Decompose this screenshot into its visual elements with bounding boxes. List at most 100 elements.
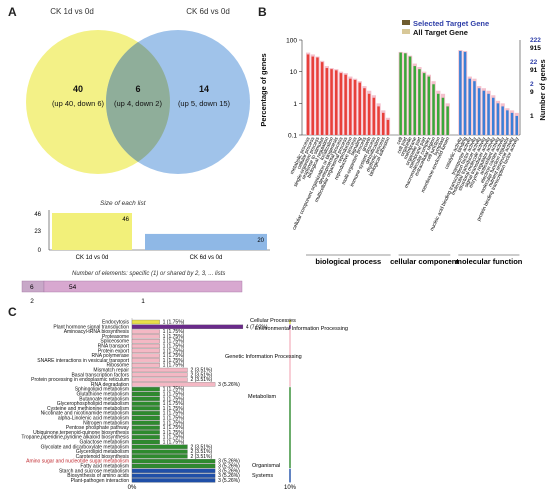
kegg-bar [131, 363, 160, 368]
kegg-category-label: Butanoate metabolism [79, 396, 129, 402]
go-y2tick-all: 1 [530, 113, 534, 120]
kegg-xlabel-right: 10% [284, 485, 297, 491]
kegg-bar [131, 382, 216, 387]
kegg-bar [131, 406, 160, 411]
kegg-bar [131, 459, 216, 464]
go-bar-selected [372, 97, 376, 135]
kegg-value-label: 1 (1.75%) [163, 363, 185, 369]
kegg-category-label: Protein processing in endoplasmic reticu… [31, 377, 129, 383]
go-bar-selected [510, 112, 514, 135]
size-list-bars: 46 CK 1d vs 0d 20 CK 6d vs 0d [52, 213, 267, 261]
kegg-bar [131, 348, 160, 353]
panel-a: A CK 1d vs 0d CK 6d vs 0d 40 (up 40, dow… [8, 5, 270, 305]
go-bar-selected [468, 78, 471, 135]
go-category-label: cell [396, 136, 405, 145]
kegg-bar [131, 329, 160, 334]
kegg-bar [131, 468, 216, 473]
kegg-category-label: alpha-Linolenic acid metabolism [58, 416, 129, 422]
kegg-bar [131, 411, 160, 416]
go-bar-selected [349, 78, 352, 135]
kegg-value-label: 1 (1.75%) [163, 430, 185, 436]
kegg-bar [131, 324, 244, 329]
kegg-value-label: 2 (3.51%) [190, 372, 212, 378]
kegg-value-label: 1 (1.75%) [163, 358, 185, 364]
kegg-category-label: Fatty acid metabolism [80, 464, 129, 470]
venn-overlap-region [106, 42, 170, 162]
kegg-category-label: Glycerolipid metabolism [76, 449, 129, 455]
kegg-category-label: Spliceosome [100, 339, 129, 345]
kegg-category-label: Glycerophospholipid metabolism [57, 401, 129, 407]
kegg-value-label: 1 (1.75%) [163, 401, 185, 407]
venn-overlap-detail: (up 4, down 2) [114, 99, 162, 108]
kegg-value-label: 1 (1.75%) [163, 435, 185, 441]
kegg-bars: Endocytosis 1 (1.75%) Plant hormone signal… [21, 320, 268, 484]
venn-left-set-name: CK 1d vs 0d [50, 7, 94, 16]
kegg-category-label: RNA transport [98, 344, 130, 350]
size-bar [145, 233, 267, 250]
kegg-bar [131, 372, 188, 377]
go-y2tick-all: 91 [530, 67, 538, 74]
kegg-category-label: Starch and sucrose metabolism [59, 468, 129, 474]
kegg-bar [131, 444, 188, 449]
go-bar-selected [358, 82, 361, 135]
kegg-value-label: 3 (5.26%) [218, 459, 240, 465]
kegg-category-label: Carotenoid biosynthesis [76, 454, 130, 460]
kegg-bar [131, 396, 160, 401]
go-bar-selected [363, 88, 366, 135]
panel-b: B Selected Target Gene All Target Gene P… [258, 5, 547, 266]
kegg-bar [131, 387, 160, 392]
legend-selected-label: Selected Target Gene [413, 19, 489, 28]
kegg-value-label: 1 (1.75%) [163, 348, 185, 354]
go-ytick-label: 0.1 [288, 133, 297, 140]
go-ytick-label: 10 [290, 69, 298, 76]
size-bar-value: 46 [122, 217, 129, 223]
go-bar-selected [492, 97, 495, 135]
kegg-category-label: SNARE interactions in vesicular transpor… [37, 358, 129, 364]
go-bar-selected [427, 76, 431, 135]
size-list-title: Size of each list [100, 200, 147, 207]
kegg-bar [131, 391, 160, 397]
kegg-category-label: Mismatch repair [93, 368, 129, 374]
kegg-category-label: Plant hormone signal transduction [53, 324, 129, 330]
go-bar-selected [404, 53, 407, 135]
kegg-bar [131, 449, 188, 454]
venn-right-count: 14 [199, 84, 209, 94]
kegg-category-label: Ubiquinone,terpenoid-quinone biosynthesi… [33, 430, 129, 436]
kegg-class-label: Environmental Information Processing [255, 326, 348, 332]
go-bar-selected [353, 79, 357, 135]
go-y2label: Number of genes [538, 59, 547, 120]
go-bar-selected [437, 93, 440, 135]
kegg-value-label: 1 (1.75%) [163, 396, 185, 402]
kegg-class-label: Genetic Information Processing [225, 354, 302, 360]
kegg-category-label: Nicotinate and nicotinamide metabolism [41, 411, 129, 417]
shared-bar-bottom-label: 1 [141, 298, 145, 305]
go-ylabel: Percentage of genes [259, 53, 268, 126]
kegg-value-label: 3 (5.26%) [218, 478, 240, 484]
kegg-bar [131, 319, 160, 325]
go-bar-selected [506, 110, 509, 135]
venn-overlap-count: 6 [135, 84, 140, 94]
kegg-value-label: 2 (3.51%) [190, 444, 212, 450]
kegg-category-label: Glycolate and dicarboxylate metabolism [41, 444, 129, 450]
shared-bar-bottom-label: 2 [30, 298, 34, 305]
venn-right-detail: (up 5, down 15) [178, 99, 231, 108]
kegg-bar [131, 439, 160, 445]
kegg-value-label: 3 (5.26%) [218, 464, 240, 470]
go-bar-selected [487, 93, 490, 135]
kegg-category-label: Aminoacyl-tRNA biosynthesis [64, 329, 130, 335]
kegg-category-label: Galactose metabolism [80, 440, 129, 446]
go-y-ticks: 100 10 1 0.1 [286, 38, 302, 140]
kegg-category-label: Biosynthesis of amino acids [67, 473, 129, 479]
go-bar-selected [432, 84, 435, 135]
go-y2tick-selected: 222 [530, 37, 541, 44]
kegg-value-label: 1 (1.75%) [163, 392, 185, 398]
kegg-category-label: Plant-pathogen interaction [71, 478, 130, 484]
go-category-label: growth [361, 136, 373, 152]
kegg-value-label: 2 (3.51%) [190, 377, 212, 383]
go-bars [306, 50, 519, 136]
kegg-category-label: RNA polymerase [91, 353, 129, 359]
kegg-class-label: Metabolism [248, 394, 277, 400]
kegg-bar [131, 478, 216, 483]
kegg-category-label: Nitrogen metabolism [83, 420, 129, 426]
